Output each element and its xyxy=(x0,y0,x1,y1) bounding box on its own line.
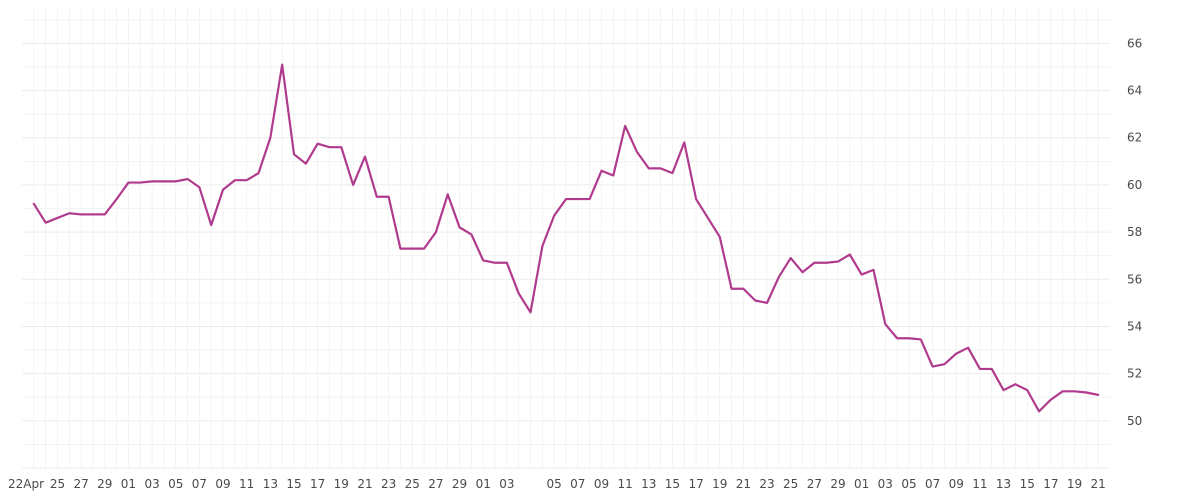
y-tick-label: 66 xyxy=(1127,36,1142,50)
x-tick-label: 27 xyxy=(807,477,822,491)
x-axis: 22Apr 25 27 29 01 03 05 07 09 11 13 15 17 19 21 23 25 27 2… xyxy=(8,477,1106,491)
y-tick-label: 56 xyxy=(1127,272,1142,286)
x-tick-label: 11 xyxy=(239,477,254,491)
x-tick-label: 07 xyxy=(925,477,940,491)
grid xyxy=(22,8,1110,469)
x-tick-label: 29 xyxy=(97,477,112,491)
y-tick-label: 50 xyxy=(1127,414,1142,428)
x-tick-label: 17 xyxy=(688,477,703,491)
x-tick-label: 29 xyxy=(452,477,467,491)
x-tick-label: 19 xyxy=(334,477,349,491)
x-tick-label: 09 xyxy=(594,477,609,491)
y-tick-label: 52 xyxy=(1127,367,1142,381)
y-axis: 50 52 54 56 58 60 62 64 66 xyxy=(1127,36,1142,427)
x-tick-label: 25 xyxy=(50,477,65,491)
x-tick-label: 07 xyxy=(192,477,207,491)
x-tick-label: 07 xyxy=(570,477,585,491)
y-tick-label: 60 xyxy=(1127,178,1142,192)
x-tick-label: 23 xyxy=(381,477,396,491)
x-tick-label: 03 xyxy=(499,477,514,491)
x-tick-label: 01 xyxy=(121,477,136,491)
x-tick-label: 05 xyxy=(547,477,562,491)
x-tick-label: 01 xyxy=(476,477,491,491)
x-tick-label: 13 xyxy=(263,477,278,491)
y-tick-label: 54 xyxy=(1127,319,1142,333)
series-layer xyxy=(32,63,1100,413)
x-tick-label: 05 xyxy=(901,477,916,491)
x-tick-label: 03 xyxy=(144,477,159,491)
x-tick-label: 11 xyxy=(972,477,987,491)
x-tick-label: 23 xyxy=(759,477,774,491)
x-tick-label: 27 xyxy=(428,477,443,491)
x-tick-label: 13 xyxy=(996,477,1011,491)
x-tick-label: 19 xyxy=(1067,477,1082,491)
x-tick-label: 25 xyxy=(405,477,420,491)
x-tick-label: 22Apr xyxy=(8,477,44,491)
x-tick-label: 27 xyxy=(73,477,88,491)
x-tick-label: 15 xyxy=(286,477,301,491)
x-tick-label: 19 xyxy=(712,477,727,491)
x-tick-label: 15 xyxy=(665,477,680,491)
x-tick-label: 29 xyxy=(830,477,845,491)
x-tick-label: 13 xyxy=(641,477,656,491)
y-tick-label: 64 xyxy=(1127,84,1142,98)
x-tick-label: 15 xyxy=(1020,477,1035,491)
x-tick-label: 01 xyxy=(854,477,869,491)
x-tick-label: 09 xyxy=(949,477,964,491)
x-tick-label: 17 xyxy=(310,477,325,491)
y-tick-label: 62 xyxy=(1127,131,1142,145)
series-line xyxy=(32,63,1100,413)
x-tick-label: 21 xyxy=(736,477,751,491)
x-tick-label: 25 xyxy=(783,477,798,491)
x-tick-label: 05 xyxy=(168,477,183,491)
x-tick-label: 03 xyxy=(878,477,893,491)
x-tick-label: 11 xyxy=(617,477,632,491)
y-tick-label: 58 xyxy=(1127,225,1142,239)
x-tick-label: 09 xyxy=(215,477,230,491)
x-tick-label: 17 xyxy=(1043,477,1058,491)
x-tick-label: 21 xyxy=(357,477,372,491)
x-tick-label: 21 xyxy=(1091,477,1106,491)
